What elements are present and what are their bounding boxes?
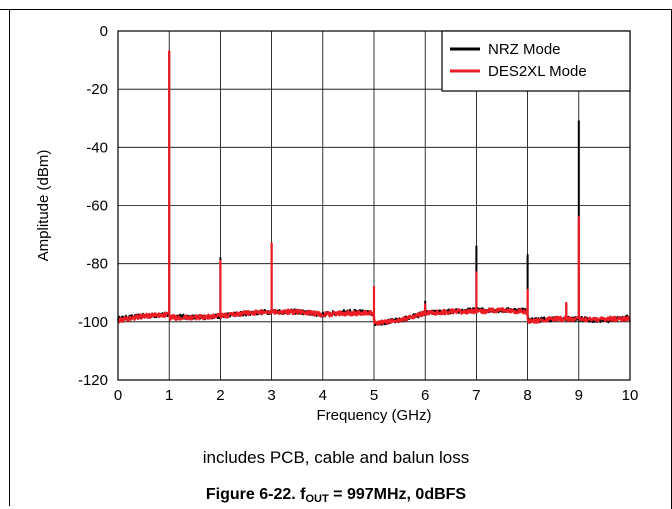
chart-note: includes PCB, cable and balun loss [202,448,470,467]
y-tick-label: -60 [86,198,108,215]
y-axis-label: Amplitude (dBm) [35,150,52,262]
x-tick-label: 4 [319,387,327,404]
chart-legend: NRZ Mode DES2XL Mode [441,30,631,92]
x-tick-label: 6 [421,387,429,404]
y-tick-label: -40 [86,139,108,156]
x-tick-label: 9 [575,387,583,404]
chart-series [117,50,632,327]
x-tick-label: 1 [165,387,173,404]
x-tick-label: 5 [370,387,378,404]
x-tick-label: 7 [472,387,480,404]
x-tick-label: 0 [114,387,122,404]
page-frame-left [9,9,10,506]
y-tick-label: -100 [78,314,108,331]
caption-subscript: OUT [305,493,329,505]
page-frame-top [0,9,672,10]
y-tick-label: 0 [100,23,108,40]
y-tick-label: -20 [86,81,108,98]
series-line-des2xl [117,50,632,326]
caption-suffix: = 997MHz, 0dBFS [328,486,467,503]
x-tick-label: 10 [622,387,639,404]
x-tick-label: 8 [523,387,531,404]
plot-border [117,30,631,381]
y-tick-label: -80 [86,256,108,273]
x-tick-label: 2 [216,387,224,404]
figure-caption: Figure 6-22. fOUT = 997MHz, 0dBFS [0,486,672,505]
x-tick-label: 3 [267,387,275,404]
legend-entry: DES2XL Mode [488,63,587,80]
legend-box [441,30,631,92]
spectrum-chart: 0 1 2 3 4 5 6 7 8 9 10 0 -20 -40 -60 -80 -100 -120 NRZ Mo… [35,23,638,424]
y-tick-label: -120 [78,372,108,389]
caption-prefix: Figure 6-22. f [205,486,306,503]
legend-entry: NRZ Mode [488,41,561,58]
chart-ticks: 0 1 2 3 4 5 6 7 8 9 10 0 -20 -40 -60 -80 -100 -120 [78,23,638,404]
x-axis-label: Frequency (GHz) [316,407,431,424]
